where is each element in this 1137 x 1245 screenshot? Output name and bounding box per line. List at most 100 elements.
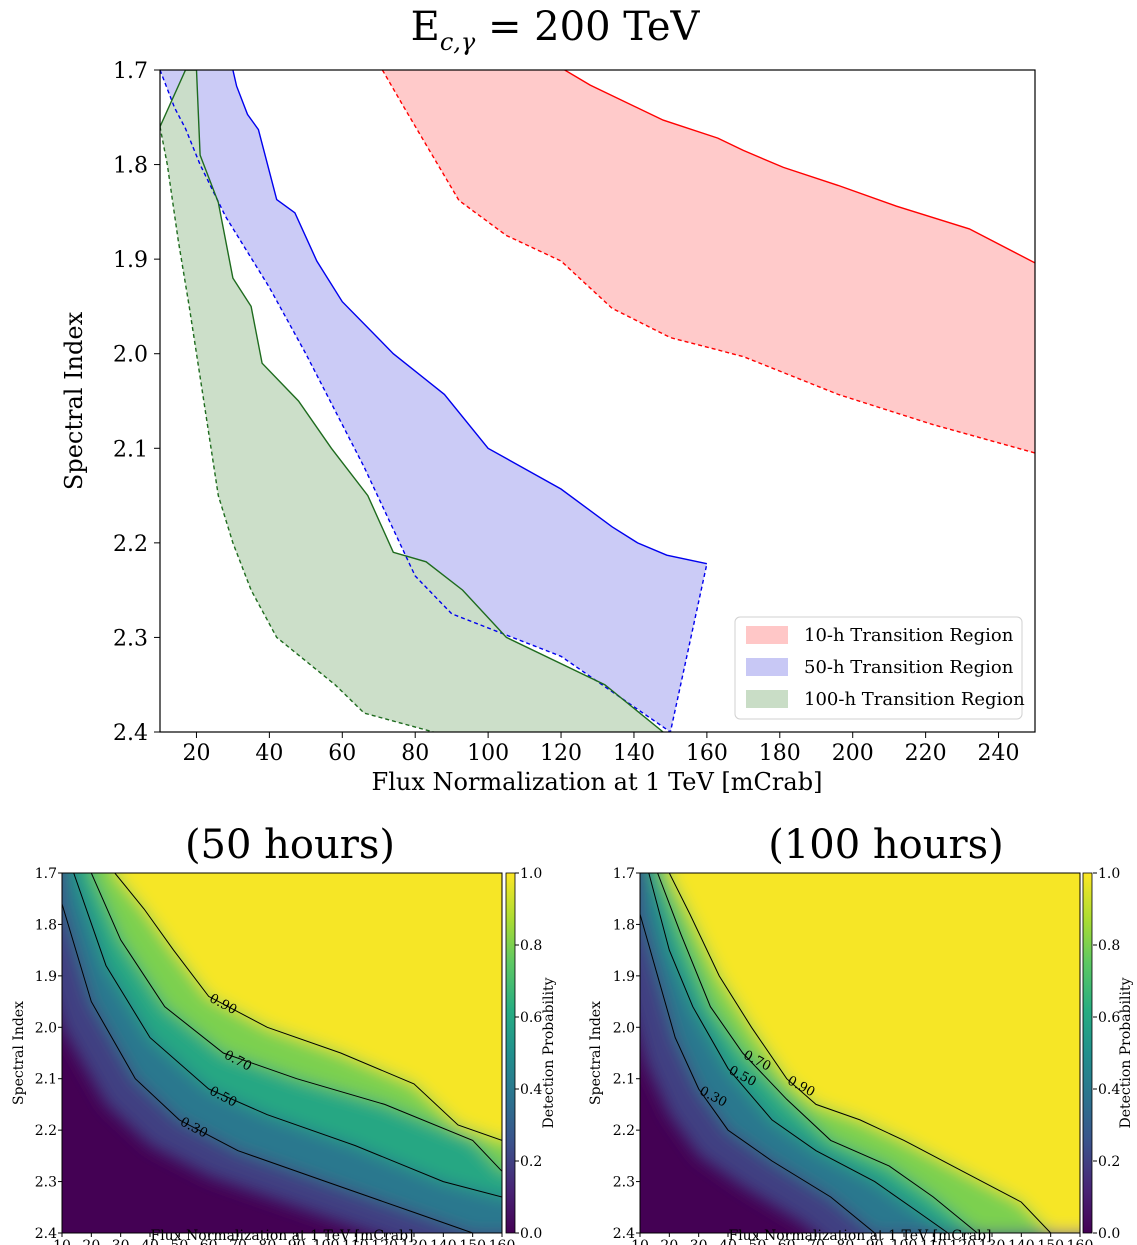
heatmap-100h-title: (100 hours) [768, 822, 1004, 868]
x-tick-label: 60 [200, 1238, 218, 1245]
y-tick-label: 2.1 [35, 1072, 57, 1088]
top-chart-title: Ec,γ = 200 TeV [411, 4, 701, 56]
x-tick-label: 150 [459, 1238, 486, 1245]
x-tick-label: 40 [255, 741, 283, 766]
x-tick-label: 20 [182, 741, 210, 766]
series-lower-boundary-0 [381, 70, 1035, 454]
top-chart-y-ticks: 1.7 1.8 1.9 2.0 2.1 2.2 2.3 2.4 [113, 59, 160, 746]
colorbar-tick-label: 0.0 [1098, 1226, 1120, 1242]
x-tick-label: 100 [891, 1238, 918, 1245]
top-chart-x-label: Flux Normalization at 1 TeV [mCrab] [372, 768, 823, 796]
top-chart-legend: 10-h Transition Region 50-h Transition Re… [734, 616, 1025, 720]
heatmap-100h-x-label: Flux Normalization at 1 TeV [mCrab] [728, 1228, 991, 1244]
x-tick-label: 60 [328, 741, 356, 766]
x-tick-label: 140 [430, 1238, 457, 1245]
top-chart-y-label: Spectral Index [60, 311, 88, 490]
y-tick-label: 1.7 [35, 866, 57, 882]
colorbar-tick-label: 0.6 [520, 1010, 542, 1026]
y-tick-label: 2.3 [613, 1175, 635, 1191]
y-tick-label: 2.4 [113, 721, 148, 746]
heat-band [114, 873, 502, 1141]
x-tick-label: 100 [313, 1238, 340, 1245]
heatmap-100h-plot: 0.300.500.700.90 [640, 873, 1080, 1233]
y-tick-label: 1.7 [613, 866, 635, 882]
x-tick-label: 90 [866, 1238, 884, 1245]
y-tick-label: 1.9 [613, 969, 635, 985]
x-tick-label: 130 [401, 1238, 428, 1245]
heatmap-50h-colorbar: 0.0 0.2 0.4 0.6 0.8 1.0 Detection Probability [505, 866, 557, 1242]
x-tick-label: 40 [141, 1238, 159, 1245]
x-tick-label: 120 [371, 1238, 398, 1245]
heatmap-50h-plot: 0.300.500.700.90 [62, 873, 502, 1233]
colorbar-tick-label: 0.2 [520, 1154, 542, 1170]
colorbar-tick-label: 0.2 [1098, 1154, 1120, 1170]
x-tick-label: 20 [82, 1238, 100, 1245]
x-tick-label: 120 [540, 741, 582, 766]
legend-frame [734, 616, 1023, 720]
series-area-0 [382, 70, 1035, 453]
top-chart-series [160, 70, 1035, 732]
colorbar-tick-label: 1.0 [1098, 866, 1120, 882]
series-upper-boundary-2 [160, 70, 664, 732]
colorbar-tick-label: 0.6 [1098, 1010, 1120, 1026]
x-tick-label: 30 [690, 1238, 708, 1245]
y-tick-label: 2.0 [35, 1020, 57, 1036]
y-tick-label: 2.2 [35, 1123, 57, 1139]
y-tick-label: 1.9 [35, 969, 57, 985]
heatmap-50h-y-label: Spectral Index [11, 1001, 27, 1105]
colorbar-tick-label: 0.8 [1098, 938, 1120, 954]
x-tick-label: 120 [949, 1238, 976, 1245]
y-tick-label: 1.8 [613, 917, 635, 933]
x-tick-label: 80 [401, 741, 429, 766]
contour-line-0.50 [648, 873, 949, 1233]
contour-line-0.70 [657, 873, 978, 1233]
heatmap-50h-x-label: Flux Normalization at 1 TeV [mCrab] [150, 1228, 413, 1244]
legend-swatch [746, 658, 788, 676]
y-tick-label: 1.7 [113, 59, 148, 84]
heatmap-50h: (50 hours) 0.300.500.700.90 10 20 30 40 50 60… [11, 822, 557, 1245]
series-area-1 [160, 70, 707, 732]
x-tick-label: 10 [53, 1238, 71, 1245]
contour-line-0.50 [73, 873, 502, 1198]
y-tick-label: 1.8 [113, 154, 148, 179]
series-lower-boundary-1 [160, 70, 708, 732]
heatmap-50h-frame [61, 872, 503, 1234]
y-tick-label: 2.2 [113, 532, 148, 557]
colorbar-tick-label: 0.4 [1098, 1082, 1120, 1098]
top-chart-x-ticks: 20 40 60 80 100 120 140 160 180 200 220 240 [182, 732, 1020, 766]
heatmap-50h-colorbar-label: Detection Probability [541, 977, 557, 1128]
x-tick-label: 160 [489, 1238, 516, 1245]
legend-label: 50-h Transition Region [804, 657, 1014, 678]
y-tick-label: 2.3 [113, 626, 148, 651]
x-tick-label: 110 [342, 1238, 369, 1245]
x-tick-label: 160 [686, 741, 728, 766]
y-tick-label: 1.8 [35, 917, 57, 933]
series-area-2 [160, 70, 664, 732]
heat-band [669, 873, 1080, 1233]
x-tick-label: 70 [229, 1238, 247, 1245]
y-tick-label: 2.3 [35, 1175, 57, 1191]
contour-line-0.30 [640, 913, 876, 1233]
y-tick-label: 2.1 [113, 437, 148, 462]
y-tick-label: 1.9 [113, 248, 148, 273]
x-tick-label: 50 [170, 1238, 188, 1245]
x-tick-label: 140 [613, 741, 655, 766]
x-tick-label: 160 [1067, 1238, 1094, 1245]
colorbar-tick-label: 0.8 [520, 938, 542, 954]
x-tick-label: 110 [920, 1238, 947, 1245]
x-tick-label: 30 [112, 1238, 130, 1245]
x-tick-label: 200 [832, 741, 874, 766]
x-tick-label: 50 [748, 1238, 766, 1245]
y-tick-label: 2.4 [613, 1226, 635, 1242]
x-tick-label: 60 [778, 1238, 796, 1245]
series-upper-boundary-1 [232, 70, 708, 565]
x-tick-label: 20 [660, 1238, 678, 1245]
x-tick-label: 240 [978, 741, 1020, 766]
contour-line-0.90 [114, 873, 502, 1141]
legend-label: 100-h Transition Region [804, 689, 1025, 710]
x-tick-label: 90 [288, 1238, 306, 1245]
top-chart-frame [159, 69, 1036, 733]
x-tick-label: 140 [1008, 1238, 1035, 1245]
heatmap-100h: (100 hours) 0.300.500.700.90 10 20 30 40 50 6… [588, 822, 1134, 1245]
